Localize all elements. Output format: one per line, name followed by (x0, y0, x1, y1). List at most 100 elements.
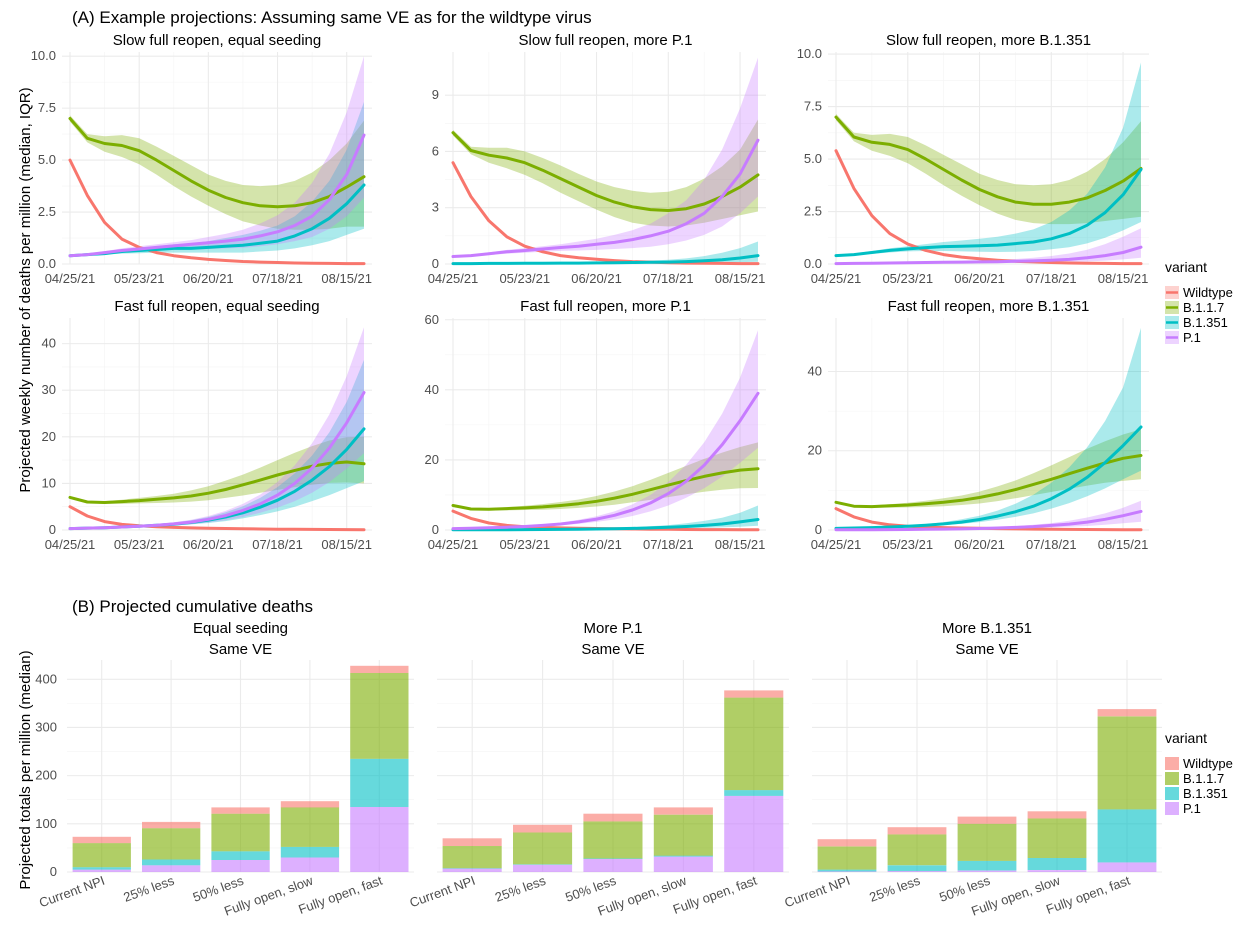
panel-title: Same VE (581, 641, 644, 658)
bar-segment-b1351 (583, 858, 643, 859)
median-line-b1351 (451, 254, 760, 266)
median-line-p1 (68, 391, 366, 531)
legend-label: B.1.1.7 (1183, 300, 1224, 315)
y-tick-label: 40 (808, 363, 822, 378)
y-tick-label: 40 (425, 382, 439, 397)
median-line-b117 (834, 454, 1143, 509)
iqr-band-b117 (453, 119, 758, 227)
y-tick-label: 0 (432, 522, 439, 537)
bar-segment-p1 (142, 865, 201, 872)
bar-segment-b117 (653, 814, 713, 856)
median-line-b1351 (834, 168, 1143, 258)
y-tick-label: 3 (432, 200, 439, 215)
x-tick-label: 25% less (121, 873, 176, 905)
x-tick-label: 04/25/21 (428, 271, 479, 286)
y-tick-label: 7.5 (38, 100, 56, 115)
y-tick-label: 0.0 (38, 256, 56, 271)
legend-title: variant (1165, 730, 1207, 746)
bar-segment-b117 (350, 673, 409, 759)
y-tick-label: 0 (49, 522, 56, 537)
iqr-band-b117 (836, 113, 1141, 225)
iqr-band-b117 (70, 115, 364, 230)
legend-label: Wildtype (1183, 756, 1233, 771)
x-tick-label: 06/20/21 (571, 271, 622, 286)
bar-segment-p1 (957, 870, 1017, 872)
bar-segment-p1 (817, 871, 877, 872)
x-tick-label: 06/20/21 (183, 537, 234, 552)
x-tick-label: 05/23/21 (499, 271, 550, 286)
iqr-band-p1 (70, 56, 364, 256)
x-tick-label: 05/23/21 (882, 271, 933, 286)
median-line-p1 (834, 509, 1143, 532)
bar-segment-b117 (211, 813, 270, 852)
bar-segment-wildtype (142, 821, 201, 829)
iqr-band-b117 (453, 442, 758, 511)
legend-key (1165, 787, 1179, 800)
x-tick-label: 04/25/21 (428, 537, 479, 552)
x-tick-label: 05/23/21 (882, 537, 933, 552)
x-tick-label: 25% less (867, 873, 922, 905)
x-tick-label: 05/23/21 (114, 271, 165, 286)
panel-title: Same VE (955, 641, 1018, 658)
x-tick-label: 08/15/21 (715, 537, 766, 552)
iqr-band-p1 (836, 500, 1141, 530)
median-line-wildtype (68, 505, 366, 532)
panel-title: More B.1.351 (942, 620, 1032, 637)
y-tick-label: 7.5 (804, 99, 822, 114)
x-tick-label: 07/18/21 (252, 537, 303, 552)
bar-segment-p1 (724, 795, 784, 872)
bar-segment-p1 (211, 860, 270, 872)
y-tick-label: 0 (432, 256, 439, 271)
bar-segment-b117 (1097, 716, 1157, 810)
legend-label: P.1 (1183, 330, 1201, 345)
bar-segment-b1351 (280, 846, 340, 858)
bar-segment-b117 (957, 823, 1017, 861)
line-panel-6: 0 20 40 04/25/21 05/23/21 06/20/21 07/18/21 08/… (808, 298, 1149, 552)
x-tick-label: 06/20/21 (954, 271, 1005, 286)
x-tick-label: 07/18/21 (1026, 271, 1077, 286)
panel-title: Fast full reopen, equal seeding (114, 298, 319, 315)
panel-title: Same VE (209, 641, 272, 658)
y-tick-label: 200 (35, 768, 57, 783)
x-tick-label: 06/20/21 (954, 537, 1005, 552)
legend-label: B.1.1.7 (1183, 771, 1224, 786)
bar-segment-b1351 (653, 855, 713, 857)
x-tick-label: 06/20/21 (571, 537, 622, 552)
bar-segment-p1 (280, 857, 340, 872)
bar-segment-b117 (72, 843, 131, 868)
y-tick-label: 9 (432, 87, 439, 102)
x-tick-label: 08/15/21 (1098, 537, 1149, 552)
y-tick-label: 400 (35, 671, 57, 686)
bar-segment-b117 (442, 846, 502, 869)
y-tick-label: 2.5 (804, 204, 822, 219)
bar-segment-wildtype (887, 827, 947, 835)
x-tick-label: 08/15/21 (715, 271, 766, 286)
x-tick-label: 05/23/21 (114, 537, 165, 552)
bar-segment-p1 (887, 871, 947, 872)
median-line-b117 (834, 115, 1143, 206)
y-tick-label: 0.0 (804, 256, 822, 271)
bar-segment-b1351 (72, 867, 131, 870)
y-tick-label: 20 (42, 429, 56, 444)
legend-title: variant (1165, 259, 1207, 275)
iqr-band-b117 (836, 429, 1141, 508)
median-line-b1351 (834, 425, 1143, 530)
median-line-wildtype (834, 149, 1143, 266)
bar-segment-wildtype (957, 816, 1017, 824)
bar-segment-b117 (817, 846, 877, 870)
bar-segment-wildtype (280, 801, 340, 808)
bar-segment-p1 (350, 807, 409, 872)
y-tick-label: 30 (42, 382, 56, 397)
bar-segment-b1351 (887, 865, 947, 872)
legend-label: P.1 (1183, 801, 1201, 816)
bar-segment-b117 (280, 807, 340, 847)
bar-segment-p1 (583, 859, 643, 872)
median-line-b1351 (451, 518, 760, 532)
x-tick-label: 08/15/21 (321, 537, 372, 552)
x-tick-label: 07/18/21 (1026, 537, 1077, 552)
y-tick-label: 0 (50, 864, 57, 879)
y-tick-label: 300 (35, 719, 57, 734)
bar-segment-b1351 (513, 864, 573, 865)
bar-segment-b117 (583, 821, 643, 859)
